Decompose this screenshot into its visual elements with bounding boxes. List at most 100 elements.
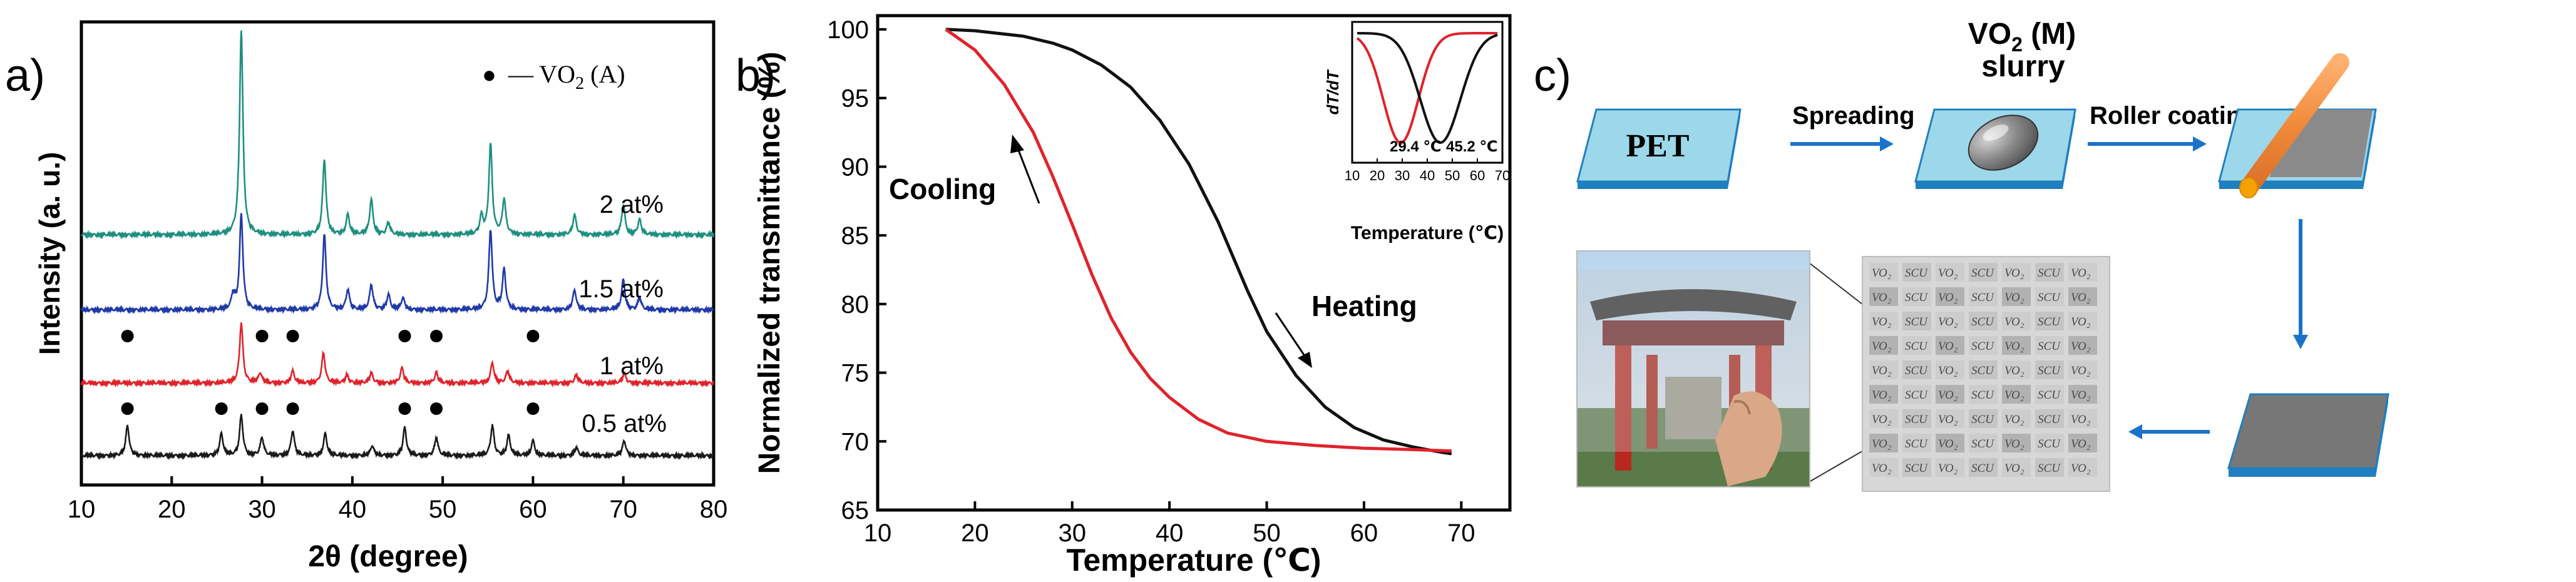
pattern-word: VO₂ (2071, 340, 2091, 353)
legend-label: — VO2 (A) (508, 60, 625, 93)
pattern-cell (2035, 385, 2064, 404)
arrow-roller-coating: Roller coating (2088, 102, 2257, 151)
pattern-cell (2035, 434, 2064, 452)
slurry-title-line2: slurry (1981, 50, 2065, 83)
pattern-cell (2068, 263, 2097, 282)
xrd-chart: a) 10 20 30 40 50 60 70 80 0.5 at% 1 at% 1.5 at% 2… (5, 20, 728, 573)
pattern-word: VO₂ (2004, 291, 2024, 304)
vo2-a-marker (526, 330, 540, 342)
zoom-line-top (1809, 262, 1866, 307)
heating-label: Heating (1311, 290, 1417, 322)
panel-label-b: b) (736, 51, 776, 101)
pattern-cell (2002, 409, 2031, 428)
transmittance-curve-cooling (945, 28, 1452, 453)
pattern-cell (2002, 360, 2031, 379)
heating-arrowhead (1298, 352, 1312, 368)
inset-curves (1356, 32, 1498, 145)
pattern-word: VO₂ (1938, 364, 1958, 377)
arrow-left (2128, 424, 2210, 439)
pattern-word: VO₂ (1938, 291, 1958, 304)
vo2-a-marker (286, 402, 299, 415)
pattern-cell (1969, 263, 1998, 282)
pattern-cell (1936, 287, 1964, 306)
zoom-line-bottom (1809, 449, 1866, 482)
pattern-word: SCU (2038, 437, 2061, 451)
vo2-a-marker (215, 402, 228, 415)
pattern-word: VO₂ (2071, 267, 2091, 280)
pattern-word: VO₂ (2004, 437, 2024, 451)
pattern-word: VO₂ (2004, 315, 2024, 329)
transmittance-chart: b) 10 20 30 40 50 60 70 65 70 75 80 85 90 95 100 Cooli… (736, 14, 1512, 578)
pattern-cell (1869, 263, 1898, 282)
x-axis-label: Temperature (℃) (1067, 543, 1321, 578)
cooling-label: Cooling (889, 173, 996, 205)
pattern-word: VO₂ (1938, 340, 1958, 353)
pattern-cell (1936, 312, 1964, 330)
x-tick-label-80: 80 (700, 496, 728, 523)
arrow-down (2293, 219, 2308, 349)
pattern-cell (1969, 409, 1998, 428)
pattern-cell (2068, 312, 2097, 330)
pattern-cell (1969, 360, 1998, 379)
pattern-cell (1969, 385, 1998, 404)
inset-x-tick-label-60: 60 (1470, 168, 1485, 183)
pattern-cell (1936, 385, 1964, 404)
pattern-word: VO₂ (2004, 462, 2024, 475)
pattern-word: VO₂ (1872, 291, 1892, 304)
pattern-word: SCU (1905, 267, 1928, 280)
pattern-word: SCU (2038, 340, 2061, 353)
cooling-annotation: Cooling (889, 135, 1040, 205)
pattern-cell (2068, 434, 2097, 452)
inset-x-tick-label-70: 70 (1495, 168, 1510, 183)
step-spreading-label: Spreading (1792, 102, 1915, 130)
inset-x-label: Temperature (℃) (1351, 223, 1504, 243)
pattern-word: SCU (2038, 267, 2061, 280)
inset-heating-peak-label: 45.2 ℃ (1446, 138, 1497, 155)
heating-annotation: Heating (1275, 290, 1417, 368)
inset-cooling-curve (1356, 32, 1497, 145)
x-tick-label-50: 50 (429, 496, 457, 523)
slurry-blob (1968, 115, 2039, 171)
pattern-word: VO₂ (1872, 315, 1892, 329)
pattern-cell (2068, 336, 2097, 355)
pattern-word: VO₂ (2004, 389, 2024, 402)
inset-cooling-peak-label: 29.4 ℃ (1390, 138, 1441, 155)
pattern-word: VO₂ (1872, 340, 1892, 353)
pattern-word: VO₂ (1938, 462, 1958, 475)
pattern-cell (1869, 409, 1898, 428)
pattern-cell (1936, 434, 1964, 452)
pattern-word: SCU (1905, 413, 1928, 426)
pattern-cell (1902, 312, 1931, 330)
fabrication-schematic: c) PET Spreading VO2 (M) slurry Roller c… (1534, 18, 2389, 492)
legend-marker: ● (482, 62, 496, 88)
pattern-word: VO₂ (1872, 437, 1892, 451)
transmittance-curve-heating (945, 28, 1452, 456)
pet-substrate: PET (1576, 108, 1742, 189)
y-axis-label: Normalized transmittance (%) (753, 52, 786, 474)
pattern-cell (1902, 263, 1931, 282)
x-tick-labels: 10 20 30 40 50 60 70 80 (68, 476, 728, 523)
pattern-cell (2068, 360, 2097, 379)
derivative-inset: 10 20 30 40 50 60 70 29.4 ℃ 45.2 ℃ dT/dT Tempe… (1323, 21, 1510, 243)
pattern-cell (1936, 263, 1964, 282)
roller (2239, 53, 2349, 198)
pattern-cell (1902, 385, 1931, 404)
pattern-word: VO₂ (2071, 364, 2091, 377)
pattern-cell (1869, 360, 1898, 379)
pattern-cell (2002, 385, 2031, 404)
xrd-curves (80, 30, 715, 461)
y-tick-label-95: 95 (841, 85, 870, 113)
pattern-word: VO₂ (2004, 267, 2024, 280)
x-tick-label-30: 30 (248, 496, 276, 523)
pattern-text-grid: VO₂ SCU VO₂ SCU VO₂ SCU VO₂ VO₂ SCU VO₂ SCU VO₂ SCU V… (1869, 263, 2097, 477)
axis-tick-labels: 10 20 30 40 50 60 70 65 70 75 80 85 90 95 100 (827, 16, 1475, 547)
pattern-cell (2035, 409, 2064, 428)
pattern-cell (2035, 263, 2064, 282)
y-tick-label-65: 65 (841, 497, 870, 524)
inset-x-tick-label-10: 10 (1345, 168, 1360, 183)
slurry-title: VO2 (M) (1968, 18, 2076, 56)
pattern-word: SCU (1971, 315, 1994, 329)
pattern-word: VO₂ (2071, 291, 2091, 304)
pattern-cell (1902, 458, 1931, 477)
film-pattern: VO₂ SCU VO₂ SCU VO₂ SCU VO₂ VO₂ SCU VO₂ SCU VO₂ SCU V… (1862, 256, 2110, 492)
